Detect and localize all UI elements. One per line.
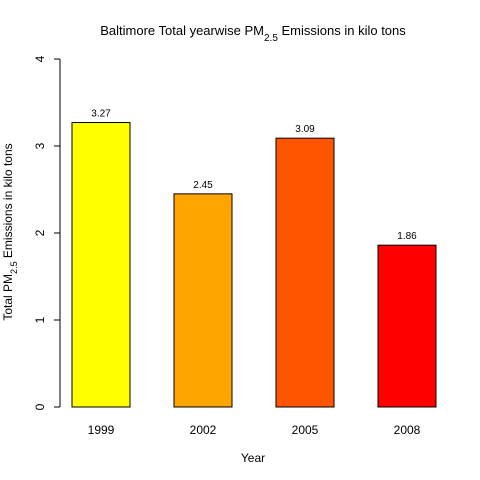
bar-value-label: 3.09 [295,124,315,135]
y-tick-label: 0 [33,403,47,410]
bar-2002 [173,193,233,408]
chart-title: Baltimore Total yearwise PM2.5 Emissions… [100,23,406,44]
bar-value-label: 1.86 [397,231,417,242]
y-tick-label: 2 [33,229,47,236]
y-axis: 0 1 2 3 4 [33,55,61,410]
y-tick-label: 3 [33,142,47,149]
bars: 3.27 2.45 3.09 1.86 [71,109,437,408]
y-tick-label: 4 [33,55,47,62]
x-tick-label: 1999 [88,423,115,437]
bar-value-label: 3.27 [91,109,111,120]
y-tick-label: 1 [33,316,47,323]
x-tick-label: 2005 [292,423,319,437]
bar-1999 [71,122,131,408]
x-axis-ticks: 1999 2002 2005 2008 [88,423,421,437]
y-axis-label: Total PM2.5 Emissions in kilo tons [1,143,19,320]
bar-2005 [275,137,335,408]
x-tick-label: 2002 [190,423,217,437]
x-axis-label: Year [241,451,265,465]
bar-2008 [377,244,437,408]
x-tick-label: 2008 [394,423,421,437]
bar-value-label: 2.45 [193,180,213,191]
